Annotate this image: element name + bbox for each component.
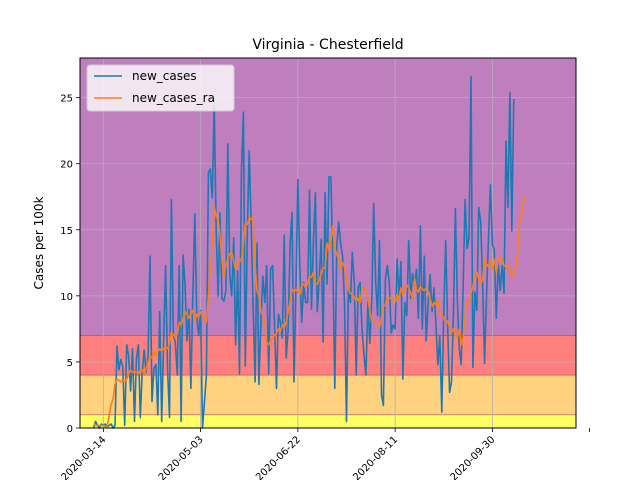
chart-title: Virginia - Chesterfield	[252, 37, 403, 53]
x-tick-label-2: 2020-06-22	[254, 434, 303, 480]
legend-box	[86, 64, 235, 112]
y-axis-title: Cases per 100k	[32, 196, 46, 289]
risk-band-1	[80, 375, 576, 415]
y-tick-label-4: 20	[60, 160, 73, 171]
risk-band-0	[80, 414, 576, 428]
y-tick-label-2: 10	[60, 292, 73, 303]
x-tick-label-4: 2020-09-30	[449, 434, 498, 480]
y-axis: 0 5 10 15 20 25	[60, 94, 80, 435]
series-layer	[92, 75, 527, 429]
legend-label-new-cases: new_cases	[132, 69, 197, 83]
y-tick-label-5: 25	[60, 94, 73, 105]
y-tick-label-0: 0	[67, 424, 73, 435]
y-tick-label-1: 5	[67, 358, 73, 369]
y-tick-label-3: 15	[60, 226, 73, 237]
legend: new_cases new_cases_ra	[86, 64, 235, 112]
series-line-new-cases-ra	[93, 195, 527, 428]
x-tick-label-0: 2020-03-14	[60, 434, 109, 480]
x-tick-label-3: 2020-08-11	[351, 434, 400, 480]
legend-label-new-cases-ra: new_cases_ra	[132, 91, 215, 105]
plot-frame	[79, 57, 577, 429]
series-line-new-cases	[92, 75, 515, 429]
x-axis: 2020-03-14 2020-05-03 2020-06-22 2020-08-11…	[60, 428, 591, 480]
x-tick-label-1: 2020-05-03	[157, 434, 206, 480]
